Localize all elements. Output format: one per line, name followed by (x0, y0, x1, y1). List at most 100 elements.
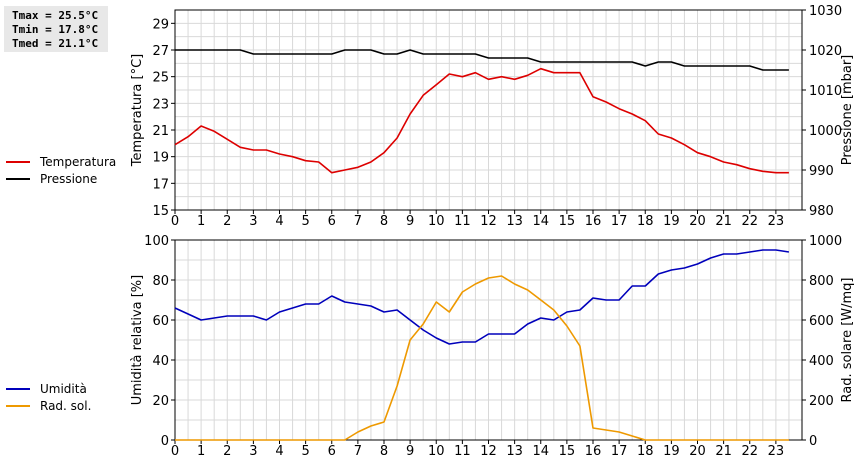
y2-tick-label: 400 (809, 354, 834, 369)
y-tick-label: 27 (152, 44, 169, 59)
x-tick-label: 18 (637, 444, 654, 459)
series-line-pressione (175, 49, 789, 71)
x-tick-label: 12 (480, 444, 497, 459)
x-tick-label: 4 (275, 214, 283, 229)
legend-item: Rad. sol. (6, 397, 91, 414)
x-tick-label: 3 (249, 444, 257, 459)
series-line-umidit- (174, 249, 790, 345)
y2-axis-label: Rad. solare [W/mq] (840, 277, 855, 402)
x-tick-label: 16 (585, 214, 602, 229)
legend-bottom: Umidità Rad. sol. (6, 380, 91, 414)
x-tick-label: 18 (637, 214, 654, 229)
legend-label: Rad. sol. (40, 398, 92, 413)
x-tick-label: 20 (689, 444, 706, 459)
y2-tick-label: 1000 (809, 234, 842, 249)
legend-label: Pressione (40, 171, 98, 186)
x-tick-label: 22 (741, 214, 758, 229)
x-tick-label: 9 (406, 214, 414, 229)
y-tick-label: 17 (152, 177, 169, 192)
y2-tick-label: 990 (809, 164, 834, 179)
y2-tick-label: 0 (809, 434, 817, 449)
x-tick-label: 10 (428, 444, 445, 459)
legend-label: Temperatura (40, 154, 117, 169)
x-tick-label: 23 (768, 214, 785, 229)
x-tick-label: 14 (532, 444, 549, 459)
y-tick-label: 80 (152, 274, 169, 289)
y-tick-label: 19 (152, 151, 169, 166)
y2-tick-label: 1030 (809, 4, 842, 19)
x-tick-label: 19 (663, 214, 680, 229)
x-tick-label: 10 (428, 214, 445, 229)
y-tick-label: 60 (152, 314, 169, 329)
series-line-temperatura (174, 67, 789, 174)
y2-axis-label: Pressione [mbar] (840, 55, 855, 166)
x-tick-label: 15 (559, 214, 576, 229)
x-tick-label: 0 (171, 444, 179, 459)
y-axis-label: Umidità relativa [%] (130, 275, 145, 405)
legend-item: Pressione (6, 170, 116, 187)
chart-1: 0 1 2 3 4 5 6 7 8 9 10 11 12 13 14 15 16 17 18 19 20 21 22 2315… (130, 4, 855, 229)
x-tick-label: 2 (223, 214, 231, 229)
x-tick-label: 21 (715, 214, 732, 229)
y2-tick-label: 1020 (809, 44, 842, 59)
y2-tick-label: 600 (809, 314, 834, 329)
y-tick-label: 0 (161, 434, 169, 449)
legend-swatch (6, 387, 30, 390)
x-tick-label: 19 (663, 444, 680, 459)
y2-tick-label: 800 (809, 274, 834, 289)
x-tick-label: 8 (380, 444, 388, 459)
y2-tick-label: 1000 (809, 124, 842, 139)
x-tick-label: 8 (380, 214, 388, 229)
x-tick-label: 6 (328, 444, 336, 459)
x-tick-label: 23 (768, 444, 785, 459)
x-tick-label: 22 (741, 444, 758, 459)
x-tick-label: 11 (454, 444, 471, 459)
x-tick-label: 1 (197, 214, 205, 229)
x-tick-label: 12 (480, 214, 497, 229)
chart-2: 0 1 2 3 4 5 6 7 8 9 10 11 12 13 14 15 16 17 18 19 20 21 22 2302… (130, 234, 855, 459)
legend-label: Umidità (40, 381, 87, 396)
x-tick-label: 7 (354, 214, 362, 229)
y-tick-label: 40 (152, 354, 169, 369)
tmed-text: Tmed = 21.1°C (12, 37, 99, 50)
x-tick-label: 17 (611, 444, 628, 459)
y-tick-label: 20 (152, 394, 169, 409)
y2-tick-label: 200 (809, 394, 834, 409)
x-tick-label: 4 (275, 444, 283, 459)
x-tick-label: 9 (406, 444, 414, 459)
x-tick-label: 2 (223, 444, 231, 459)
y-tick-label: 29 (152, 17, 169, 32)
x-tick-label: 21 (715, 444, 732, 459)
x-tick-label: 5 (301, 444, 309, 459)
tmin-text: Tmin = 17.8°C (12, 23, 99, 36)
x-tick-label: 3 (249, 214, 257, 229)
y-tick-label: 15 (152, 204, 169, 219)
y-tick-label: 23 (152, 97, 169, 112)
x-tick-label: 5 (301, 214, 309, 229)
x-tick-label: 17 (611, 214, 628, 229)
y2-tick-label: 1010 (809, 84, 842, 99)
y-axis-label: Temperatura [°C] (130, 54, 145, 167)
x-tick-label: 13 (506, 214, 523, 229)
legend-item: Umidità (6, 380, 91, 397)
x-tick-label: 15 (559, 444, 576, 459)
y-tick-label: 100 (144, 234, 169, 249)
x-tick-label: 20 (689, 214, 706, 229)
legend-swatch (6, 404, 30, 407)
x-tick-label: 0 (171, 214, 179, 229)
x-tick-label: 14 (532, 214, 549, 229)
y2-tick-label: 980 (809, 204, 834, 219)
stats-box: Tmax = 25.5°C Tmin = 17.8°C Tmed = 21.1°… (4, 6, 108, 52)
x-tick-label: 1 (197, 444, 205, 459)
legend-item: Temperatura (6, 153, 116, 170)
y-tick-label: 21 (152, 124, 169, 139)
series-line-rad-sol- (175, 275, 789, 441)
x-tick-label: 11 (454, 214, 471, 229)
x-tick-label: 13 (506, 444, 523, 459)
y-tick-label: 25 (152, 71, 169, 86)
x-tick-label: 16 (585, 444, 602, 459)
tmax-text: Tmax = 25.5°C (12, 9, 99, 22)
x-tick-label: 7 (354, 444, 362, 459)
x-tick-label: 6 (328, 214, 336, 229)
